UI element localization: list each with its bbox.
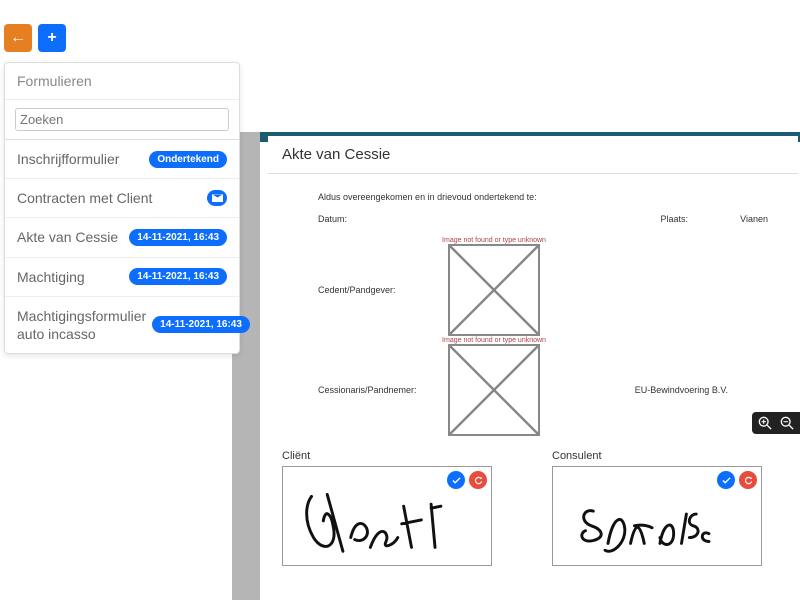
image-placeholder: [448, 344, 540, 436]
image-error-text: Image not found or type unknown: [441, 237, 547, 244]
consulent-signature-svg: [553, 467, 761, 565]
back-button[interactable]: ←: [4, 24, 32, 52]
search-input[interactable]: [15, 108, 229, 131]
sidebar-title: Formulieren: [5, 63, 239, 100]
timestamp-badge: 14-11-2021, 16:43: [129, 229, 227, 246]
status-badge: Ondertekend: [149, 151, 227, 168]
sidebar-item-akte[interactable]: Akte van Cessie 14-11-2021, 16:43: [5, 218, 239, 257]
forms-sidebar: Formulieren Inschrijfformulier Onderteke…: [4, 62, 240, 354]
zoom-in-icon[interactable]: [758, 416, 772, 430]
zoom-toolbar: [752, 412, 800, 434]
sidebar-item-label: Machtiging: [17, 268, 129, 286]
cessionaris-label: Cessionaris/Pandnemer:: [318, 385, 428, 395]
client-signature-box[interactable]: [282, 466, 492, 566]
sidebar-item-label: Inschrijfformulier: [17, 150, 149, 168]
consulent-signature-label: Consulent: [552, 450, 762, 462]
sidebar-item-machtiging[interactable]: Machtiging 14-11-2021, 16:43: [5, 258, 239, 297]
sidebar-item-inschrijfformulier[interactable]: Inschrijfformulier Ondertekend: [5, 140, 239, 179]
agreement-line: Aldus overeengekomen en in drievoud onde…: [318, 192, 748, 202]
timestamp-badge: 14-11-2021, 16:43: [129, 268, 227, 285]
cedent-label: Cedent/Pandgever:: [318, 285, 428, 295]
sidebar-item-label: Akte van Cessie: [17, 228, 129, 246]
datum-label: Datum:: [318, 214, 347, 224]
image-placeholder: [448, 244, 540, 336]
document-title: Akte van Cessie: [268, 136, 798, 174]
consulent-signature-box[interactable]: [552, 466, 762, 566]
timestamp-badge: 14-11-2021, 16:43: [152, 316, 250, 333]
document-panel: Akte van Cessie Aldus overeengekomen en …: [268, 136, 798, 454]
company-name: EU-Bewindvoering B.V.: [560, 385, 748, 395]
mail-icon: [207, 190, 227, 206]
sidebar-item-label: Contracten met Client: [17, 189, 207, 207]
client-signature-label: Cliënt: [282, 450, 492, 462]
image-error-text: Image not found or type unknown: [441, 337, 547, 344]
sidebar-item-contracten[interactable]: Contracten met Client: [5, 179, 239, 218]
zoom-out-icon[interactable]: [780, 416, 794, 430]
client-signature-svg: [283, 467, 491, 565]
plaats-label: Plaats:: [660, 214, 688, 224]
add-button[interactable]: +: [38, 24, 66, 52]
plaats-value: Vianen: [740, 214, 768, 224]
sidebar-item-label: Machtigingsformulier auto incasso: [17, 307, 152, 343]
sidebar-item-auto-incasso[interactable]: Machtigingsformulier auto incasso 14-11-…: [5, 297, 239, 353]
